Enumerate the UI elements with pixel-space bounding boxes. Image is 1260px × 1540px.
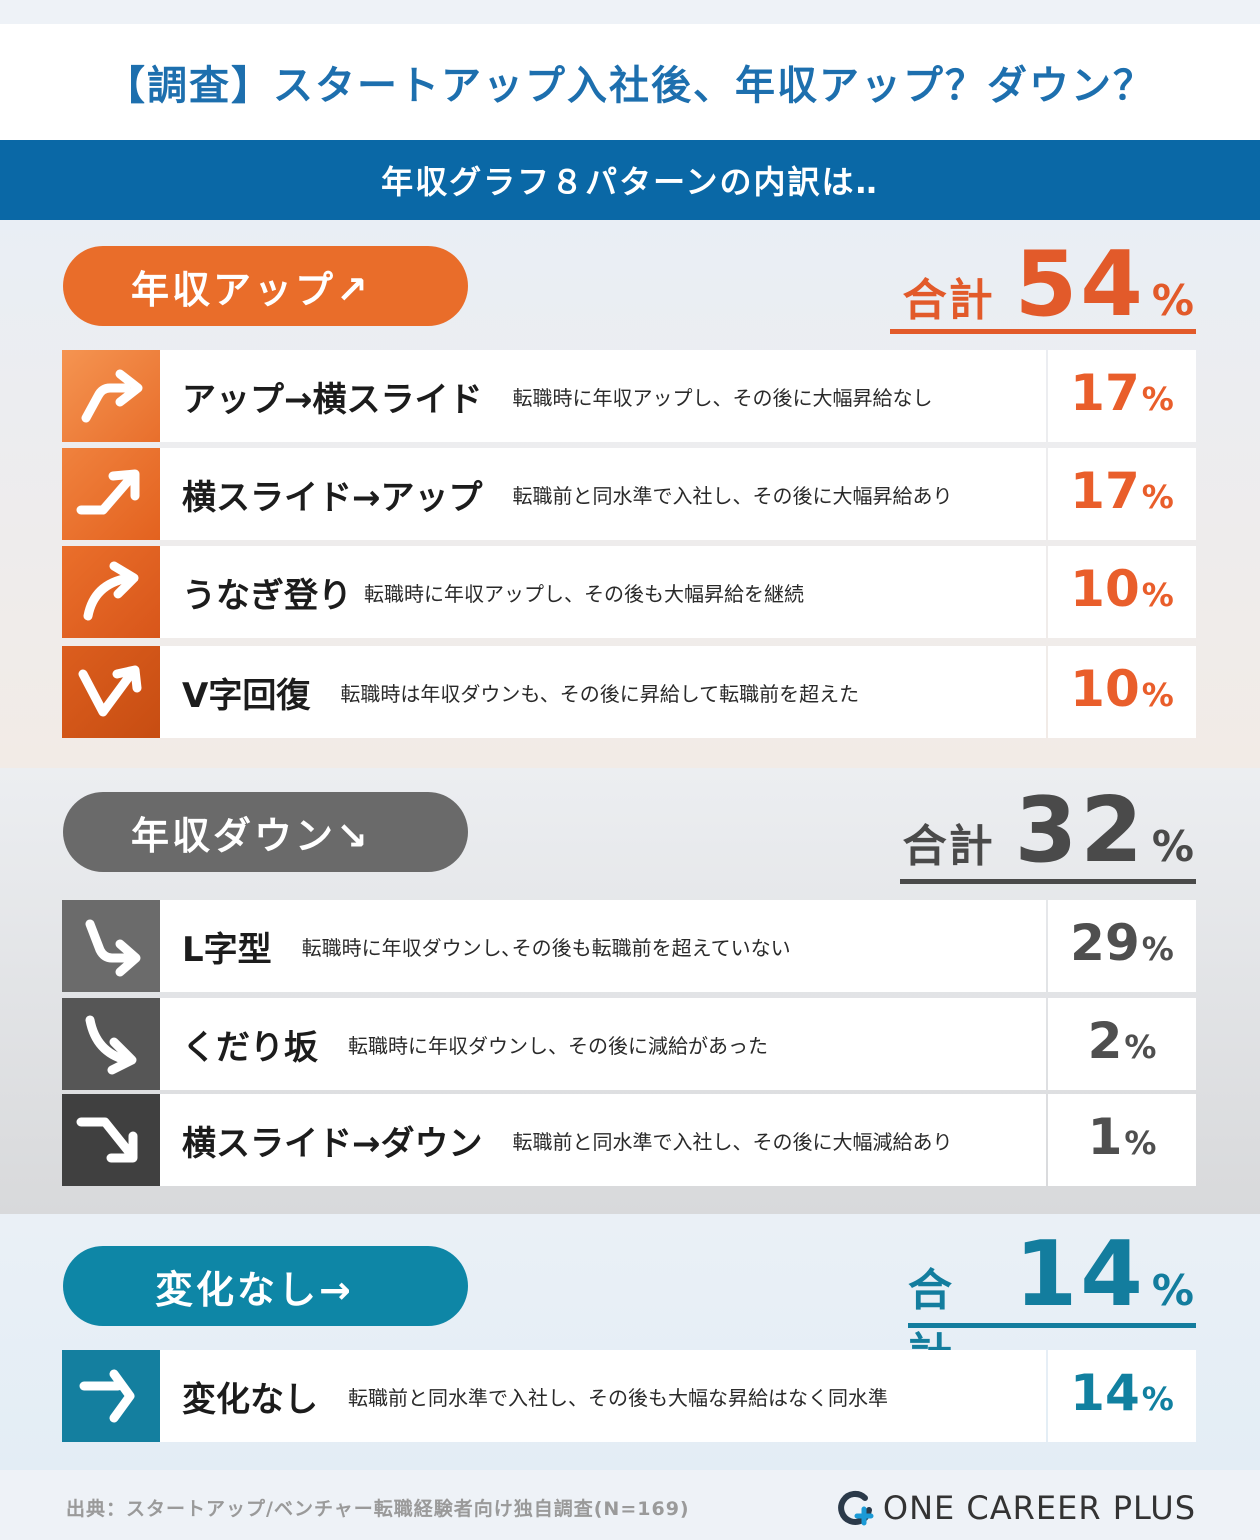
pattern-body: くだり坂 転職時に年収ダウンし、その後に減給があった (160, 998, 1046, 1090)
value-unit: % (1141, 1380, 1174, 1418)
section-income-down: 年収ダウン↘ 合計 32 % L字型 転職時に年収ダウンし､その後も転職前を超え… (0, 768, 1260, 1214)
arrow-up-then-flat-icon (62, 350, 160, 442)
brand-logo: ONE CAREER PLUS (835, 1488, 1196, 1528)
source-note: 出典：スタートアップ/ベンチャー転職経験者向け独自調査(N=169) (66, 1498, 690, 1520)
pattern-desc: 転職前と同水準で入社し、その後に大幅減給あり (512, 1129, 953, 1154)
total-none: 合計 14 % (908, 1222, 1196, 1380)
pattern-value: 10% (1048, 546, 1196, 638)
value-number: 1 (1087, 1108, 1123, 1166)
pattern-desc: 転職時に年収アップし、その後に大幅昇給なし (512, 385, 933, 410)
section-income-up: 年収アップ↗ 合計 54 % アップ→横スライド 転職時に年収アップし、その後に… (0, 220, 1260, 768)
pattern-name: 横スライド→ダウン (182, 1123, 483, 1164)
logo-text: ONE CAREER PLUS (882, 1489, 1196, 1527)
pattern-body: V字回復 転職時は年収ダウンも、その後に昇給して転職前を超えた (160, 646, 1046, 738)
logo-mark-icon (838, 1490, 874, 1526)
value-number: 29 (1070, 914, 1140, 972)
page-title: 【調査】スタートアップ入社後、年収アップ？ダウン？ (105, 63, 1155, 109)
pattern-body: アップ→横スライド 転職時に年収アップし、その後に大幅昇給なし (160, 350, 1046, 442)
list-item: うなぎ登り 転職時に年収アップし、その後も大幅昇給を継続 10% (62, 546, 1196, 638)
arrow-flat-then-down-icon (62, 1094, 160, 1186)
subtitle-banner: 年収グラフ８パターンの内訳は‥ (0, 140, 1260, 220)
pattern-desc: 転職時に年収ダウンし、その後に減給があった (348, 1033, 768, 1058)
value-unit: % (1141, 576, 1174, 614)
section-no-change: 変化なし→ 合計 14 % 変化なし 転職前と同水準で入社し、その後も大幅な昇給… (0, 1214, 1260, 1470)
value-number: 17 (1070, 364, 1140, 422)
value-unit: % (1124, 1124, 1157, 1162)
pattern-body: 横スライド→アップ 転職前と同水準で入社し、その後に大幅昇給あり (160, 448, 1046, 540)
pattern-value: 17% (1048, 448, 1196, 540)
list-item: 横スライド→ダウン 転職前と同水準で入社し、その後に大幅減給あり 1% (62, 1094, 1196, 1186)
pattern-body: L字型 転職時に年収ダウンし､その後も転職前を超えていない (160, 900, 1046, 992)
total-value: 32 (1014, 778, 1146, 883)
total-label: 合計 (902, 821, 995, 872)
total-up: 合計 54 % (890, 240, 1196, 334)
pattern-desc: 転職時は年収ダウンも、その後に昇給して転職前を超えた (340, 681, 860, 706)
arrow-flat-icon (62, 1350, 160, 1442)
total-unit: % (1151, 822, 1194, 871)
pattern-desc: 転職時に年収ダウンし､その後も転職前を超えていない (301, 935, 791, 960)
list-item: 変化なし 転職前と同水準で入社し、その後も大幅な昇給はなく同水準 14% (62, 1350, 1196, 1442)
pattern-name: V字回復 (182, 675, 311, 716)
pattern-name: うなぎ登り (182, 575, 352, 616)
list-item: 横スライド→アップ 転職前と同水準で入社し、その後に大幅昇給あり 17% (62, 448, 1196, 540)
pattern-name: 横スライド→アップ (182, 477, 483, 518)
total-unit: % (1151, 276, 1194, 325)
total-label: 合計 (902, 275, 995, 326)
pattern-value: 10% (1048, 646, 1196, 738)
category-pill-none: 変化なし→ (63, 1246, 468, 1326)
footer: 出典：スタートアップ/ベンチャー転職経験者向け独自調査(N=169) ONE C… (0, 1470, 1260, 1540)
pattern-body: うなぎ登り 転職時に年収アップし、その後も大幅昇給を継続 (160, 546, 1046, 638)
pattern-body: 横スライド→ダウン 転職前と同水準で入社し、その後に大幅減給あり (160, 1094, 1046, 1186)
pattern-value: 14% (1048, 1350, 1196, 1442)
arrow-flat-then-up-icon (62, 448, 160, 540)
value-unit: % (1141, 676, 1174, 714)
pattern-value: 1% (1048, 1094, 1196, 1186)
list-item: アップ→横スライド 転職時に年収アップし、その後に大幅昇給なし 17% (62, 350, 1196, 442)
pattern-value: 2% (1048, 998, 1196, 1090)
page-subtitle: 年収グラフ８パターンの内訳は‥ (381, 163, 879, 201)
pattern-name: 変化なし (182, 1379, 318, 1420)
value-number: 14 (1070, 1364, 1140, 1422)
pattern-desc: 転職前と同水準で入社し、その後も大幅な昇給はなく同水準 (348, 1385, 888, 1410)
total-value: 54 (1014, 232, 1146, 337)
title-band: 【調査】スタートアップ入社後、年収アップ？ダウン？ (0, 24, 1260, 140)
pattern-name: L字型 (182, 929, 272, 970)
arrow-l-shape-icon (62, 900, 160, 992)
arrow-v-shape-icon (62, 646, 160, 738)
total-unit: % (1151, 1266, 1194, 1315)
list-item: L字型 転職時に年収ダウンし､その後も転職前を超えていない 29% (62, 900, 1196, 992)
total-down: 合計 32 % (900, 786, 1196, 884)
list-item: くだり坂 転職時に年収ダウンし、その後に減給があった 2% (62, 998, 1196, 1090)
pattern-desc: 転職時に年収アップし、その後も大幅昇給を継続 (364, 581, 804, 606)
list-item: V字回復 転職時は年収ダウンも、その後に昇給して転職前を超えた 10% (62, 646, 1196, 738)
value-unit: % (1141, 478, 1174, 516)
value-number: 17 (1070, 462, 1140, 520)
pattern-desc: 転職前と同水準で入社し、その後に大幅昇給あり (512, 483, 953, 508)
value-number: 10 (1070, 560, 1140, 618)
arrow-curve-down-icon (62, 998, 160, 1090)
pattern-name: くだり坂 (182, 1027, 318, 1068)
arrow-curve-up-icon (62, 546, 160, 638)
category-pill-up: 年収アップ↗ (63, 246, 468, 326)
value-unit: % (1141, 930, 1174, 968)
total-value: 14 (1014, 1222, 1146, 1327)
value-unit: % (1141, 380, 1174, 418)
category-pill-down: 年収ダウン↘ (63, 792, 468, 872)
value-number: 10 (1070, 660, 1140, 718)
pattern-value: 17% (1048, 350, 1196, 442)
pattern-body: 変化なし 転職前と同水準で入社し、その後も大幅な昇給はなく同水準 (160, 1350, 1046, 1442)
pattern-name: アップ→横スライド (182, 379, 483, 420)
value-unit: % (1124, 1028, 1157, 1066)
value-number: 2 (1087, 1012, 1123, 1070)
pattern-value: 29% (1048, 900, 1196, 992)
